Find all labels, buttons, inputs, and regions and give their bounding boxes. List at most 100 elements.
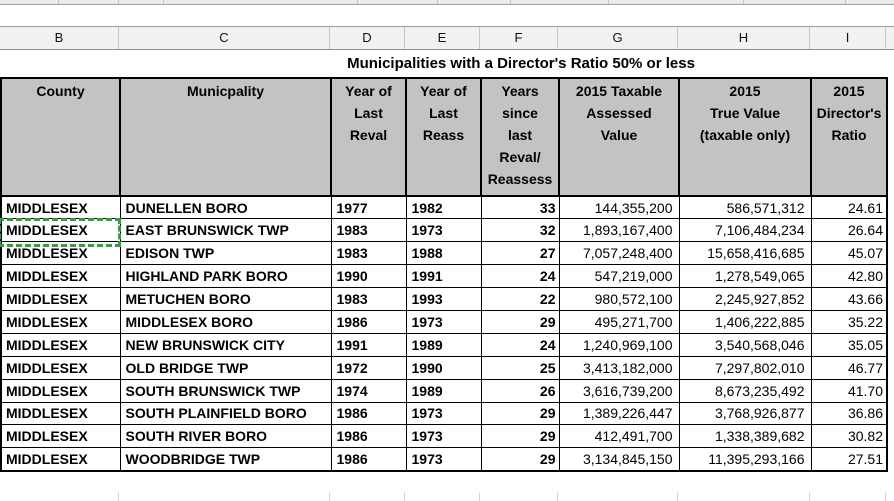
cell-county[interactable]: MIDDLESEX <box>0 287 121 311</box>
cell-reass[interactable]: 1982 <box>405 195 482 220</box>
cell-municipality[interactable]: WOODBRIDGE TWP <box>119 447 332 472</box>
cell-municipality[interactable]: NEW BRUNSWICK CITY <box>119 332 332 357</box>
cell-reass[interactable]: 1990 <box>405 355 482 380</box>
cell-municipality[interactable]: SOUTH PLAINFIELD BORO <box>119 401 332 426</box>
cell-ratio[interactable]: 41.70 <box>810 378 888 403</box>
cell-assessed[interactable]: 3,413,182,000 <box>558 355 680 380</box>
cell-assessed[interactable]: 3,134,845,150 <box>558 447 680 472</box>
cell-assessed[interactable]: 1,389,226,447 <box>558 401 680 426</box>
column-header-E[interactable]: E <box>405 27 480 49</box>
cell-county[interactable]: MIDDLESEX <box>0 401 121 426</box>
cell-reass[interactable]: 1993 <box>405 287 482 311</box>
cell-reass[interactable]: 1988 <box>405 241 482 266</box>
cell-reass[interactable]: 1973 <box>405 309 482 334</box>
column-header-B[interactable]: B <box>0 27 119 49</box>
cell-reass[interactable]: 1991 <box>405 264 482 289</box>
cell-true_value[interactable]: 1,406,222,885 <box>678 309 812 334</box>
col-header-county[interactable]: County <box>0 77 121 197</box>
cell-ratio[interactable]: 36.86 <box>810 401 888 426</box>
cell-reval[interactable]: 1974 <box>330 378 407 403</box>
cell-county[interactable]: MIDDLESEX <box>0 332 121 357</box>
cell-ratio[interactable]: 26.64 <box>810 218 888 243</box>
cell-assessed[interactable]: 7,057,248,400 <box>558 241 680 266</box>
cell-reass[interactable]: 1973 <box>405 218 482 243</box>
cell-years_since[interactable]: 32 <box>480 218 560 243</box>
cell-municipality[interactable]: EAST BRUNSWICK TWP <box>119 218 332 243</box>
cell-reval[interactable]: 1983 <box>330 241 407 266</box>
cell-years_since[interactable]: 29 <box>480 424 560 449</box>
cell-assessed[interactable]: 980,572,100 <box>558 287 680 311</box>
cell-reval[interactable]: 1986 <box>330 309 407 334</box>
col-header-true_value[interactable]: 2015 True Value (taxable only) <box>678 77 812 197</box>
col-header-ratio[interactable]: 2015 Director's Ratio <box>810 77 888 197</box>
cell-ratio[interactable]: 46.77 <box>810 355 888 380</box>
cell-municipality[interactable]: MIDDLESEX BORO <box>119 309 332 334</box>
cell-county[interactable]: MIDDLESEX <box>0 195 121 220</box>
cell-county[interactable]: MIDDLESEX <box>0 241 121 266</box>
column-header-F[interactable]: F <box>480 27 558 49</box>
cell-true_value[interactable]: 1,278,549,065 <box>678 264 812 289</box>
cell-reval[interactable]: 1972 <box>330 355 407 380</box>
col-header-years_since[interactable]: Years since last Reval/ Reassess <box>480 77 560 197</box>
cell-ratio[interactable]: 35.22 <box>810 309 888 334</box>
cell-assessed[interactable]: 412,491,700 <box>558 424 680 449</box>
sheet-title[interactable]: Municipalities with a Director's Ratio 5… <box>347 55 695 72</box>
cell-true_value[interactable]: 8,673,235,492 <box>678 378 812 403</box>
cell-county[interactable]: MIDDLESEX <box>0 355 121 380</box>
cell-ratio[interactable]: 30.82 <box>810 424 888 449</box>
cell-ratio[interactable]: 42.80 <box>810 264 888 289</box>
cell-county[interactable]: MIDDLESEX <box>0 218 121 243</box>
cell-true_value[interactable]: 1,338,389,682 <box>678 424 812 449</box>
cell-true_value[interactable]: 3,768,926,877 <box>678 401 812 426</box>
cell-municipality[interactable]: SOUTH BRUNSWICK TWP <box>119 378 332 403</box>
cell-ratio[interactable]: 27.51 <box>810 447 888 472</box>
cell-ratio[interactable]: 43.66 <box>810 287 888 311</box>
cell-assessed[interactable]: 3,616,739,200 <box>558 378 680 403</box>
cell-municipality[interactable]: OLD BRIDGE TWP <box>119 355 332 380</box>
cell-years_since[interactable]: 27 <box>480 241 560 266</box>
cell-assessed[interactable]: 1,240,969,100 <box>558 332 680 357</box>
cell-years_since[interactable]: 24 <box>480 332 560 357</box>
cell-true_value[interactable]: 3,540,568,046 <box>678 332 812 357</box>
column-header-D[interactable]: D <box>330 27 405 49</box>
cell-assessed[interactable]: 495,271,700 <box>558 309 680 334</box>
cell-years_since[interactable]: 25 <box>480 355 560 380</box>
cell-true_value[interactable]: 2,245,927,852 <box>678 287 812 311</box>
cell-county[interactable]: MIDDLESEX <box>0 378 121 403</box>
col-header-assessed[interactable]: 2015 Taxable Assessed Value <box>558 77 680 197</box>
cell-county[interactable]: MIDDLESEX <box>0 447 121 472</box>
cell-reass[interactable]: 1973 <box>405 401 482 426</box>
cell-true_value[interactable]: 586,571,312 <box>678 195 812 220</box>
cell-reval[interactable]: 1986 <box>330 447 407 472</box>
cell-municipality[interactable]: METUCHEN BORO <box>119 287 332 311</box>
column-header-C[interactable]: C <box>119 27 330 49</box>
col-header-reass[interactable]: Year of Last Reass <box>405 77 482 197</box>
column-header-G[interactable]: G <box>558 27 678 49</box>
cell-years_since[interactable]: 29 <box>480 447 560 472</box>
cell-true_value[interactable]: 7,297,802,010 <box>678 355 812 380</box>
cell-years_since[interactable]: 29 <box>480 401 560 426</box>
cell-true_value[interactable]: 15,658,416,685 <box>678 241 812 266</box>
cell-true_value[interactable]: 7,106,484,234 <box>678 218 812 243</box>
cell-assessed[interactable]: 547,219,000 <box>558 264 680 289</box>
cell-ratio[interactable]: 24.61 <box>810 195 888 220</box>
cell-municipality[interactable]: DUNELLEN BORO <box>119 195 332 220</box>
cell-assessed[interactable]: 144,355,200 <box>558 195 680 220</box>
cell-county[interactable]: MIDDLESEX <box>0 309 121 334</box>
cell-reass[interactable]: 1973 <box>405 447 482 472</box>
cell-reass[interactable]: 1989 <box>405 378 482 403</box>
cell-assessed[interactable]: 1,893,167,400 <box>558 218 680 243</box>
cell-county[interactable]: MIDDLESEX <box>0 264 121 289</box>
cell-reval[interactable]: 1991 <box>330 332 407 357</box>
cell-years_since[interactable]: 33 <box>480 195 560 220</box>
cell-ratio[interactable]: 45.07 <box>810 241 888 266</box>
col-header-reval[interactable]: Year of Last Reval <box>330 77 407 197</box>
cell-reval[interactable]: 1986 <box>330 424 407 449</box>
cell-reval[interactable]: 1977 <box>330 195 407 220</box>
cell-years_since[interactable]: 24 <box>480 264 560 289</box>
column-header-I[interactable]: I <box>810 27 886 49</box>
cell-reval[interactable]: 1983 <box>330 287 407 311</box>
cell-reval[interactable]: 1990 <box>330 264 407 289</box>
cell-municipality[interactable]: HIGHLAND PARK BORO <box>119 264 332 289</box>
cell-true_value[interactable]: 11,395,293,166 <box>678 447 812 472</box>
